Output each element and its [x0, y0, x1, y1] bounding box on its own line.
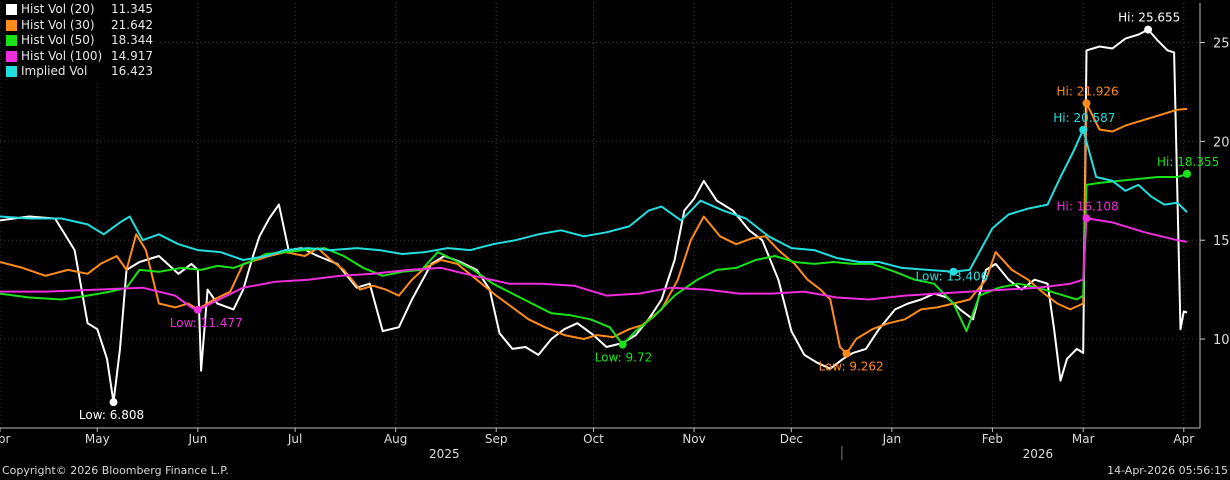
- extreme-marker: [842, 349, 851, 358]
- x-tick-label: Apr: [0, 432, 10, 446]
- axes: 10152025AprMayJunJulAugSepOctNovDecJanFe…: [0, 3, 1230, 460]
- chart: 10152025AprMayJunJulAugSepOctNovDecJanFe…: [0, 3, 1230, 460]
- extreme-label: Hi: 25.655: [1118, 11, 1180, 25]
- extreme-marker: [618, 340, 627, 349]
- y-tick-label: 25: [1213, 37, 1230, 52]
- footer: Copyright© 2026 Bloomberg Finance L.P. 1…: [0, 460, 1230, 480]
- extreme-marker: [949, 267, 958, 276]
- series-line: [0, 28, 1188, 404]
- x-tick-label: Feb: [982, 432, 1003, 446]
- series-line: [0, 217, 1188, 311]
- extreme-marker: [193, 305, 202, 314]
- legend-last-value: 16.423: [111, 64, 153, 78]
- legend-entry: Hist Vol (20) 11.345: [2, 2, 160, 18]
- timestamp-text: 14-Apr-2026 05:56:15: [1107, 464, 1228, 477]
- x-year-label: 2026: [1023, 447, 1054, 460]
- copyright-text: Copyright© 2026 Bloomberg Finance L.P.: [2, 464, 229, 477]
- x-tick-label: Apr: [1173, 432, 1194, 446]
- legend-entry: Hist Vol (30) 21.642: [2, 18, 160, 34]
- x-tick-label: Aug: [384, 432, 407, 446]
- series-line: [0, 102, 1188, 355]
- y-tick-label: 15: [1213, 234, 1230, 249]
- legend-swatch: [6, 35, 17, 47]
- series-line: [0, 128, 1188, 273]
- legend-last-value: 11.345: [111, 2, 153, 16]
- legend-last-value: 14.917: [111, 48, 153, 63]
- extreme-label: Hi: 16.108: [1056, 199, 1118, 213]
- x-tick-label: Oct: [583, 432, 604, 446]
- legend-swatch: [6, 4, 17, 16]
- legend-entry: Hist Vol (100) 14.917: [2, 49, 160, 65]
- extreme-label: Hi: 21.926: [1056, 84, 1118, 98]
- legend-series-name: Hist Vol (30): [21, 17, 95, 32]
- x-tick-label: Jan: [882, 432, 902, 446]
- annotations: Low: 6.808 Hi: 25.655 Low: 9.262 Hi: 21.926…: [79, 11, 1219, 423]
- extreme-marker: [1144, 25, 1153, 34]
- x-tick-label: Sep: [485, 432, 508, 446]
- extreme-label: Low: 9.72: [595, 351, 653, 365]
- extreme-marker: [1082, 99, 1091, 108]
- x-tick-label: May: [85, 432, 110, 446]
- x-tick-label: Mar: [1072, 432, 1095, 446]
- y-tick-label: 10: [1213, 333, 1230, 348]
- legend-entry: Hist Vol (50) 18.344: [2, 33, 160, 49]
- extreme-marker: [109, 398, 118, 407]
- extreme-marker: [1082, 214, 1091, 223]
- extreme-marker: [1079, 125, 1088, 134]
- legend-swatch: [6, 66, 17, 78]
- extreme-label: Hi: 18.355: [1157, 155, 1219, 169]
- legend-last-value: 21.642: [111, 17, 153, 32]
- legend-last-value: 18.344: [111, 33, 153, 47]
- legend-series-name: Hist Vol (50): [21, 33, 95, 47]
- x-tick-label: Dec: [780, 432, 803, 446]
- extreme-label: Low: 9.262: [818, 360, 883, 374]
- legend-series-name: Hist Vol (20): [21, 2, 95, 16]
- extreme-label: Low: 11.477: [170, 316, 243, 330]
- legend-series-name: Implied Vol: [21, 64, 88, 78]
- x-year-label: 2025: [429, 447, 460, 460]
- legend: Hist Vol (20) 11.345 Hist Vol (30) 21.642 Hi…: [2, 2, 160, 80]
- x-tick-label: Jul: [287, 432, 302, 446]
- extreme-label: Hi: 20.587: [1053, 111, 1115, 125]
- legend-series-name: Hist Vol (100): [21, 48, 103, 63]
- legend-swatch: [6, 50, 17, 62]
- extreme-marker: [1183, 169, 1192, 178]
- x-tick-label: Nov: [682, 432, 705, 446]
- x-tick-label: Jun: [187, 432, 207, 446]
- legend-entry: Implied Vol 16.423: [2, 64, 160, 80]
- extreme-label: Low: 6.808: [79, 408, 144, 422]
- extreme-label: Low: 13.406: [916, 270, 989, 284]
- y-tick-label: 20: [1213, 135, 1230, 150]
- legend-swatch: [6, 19, 17, 31]
